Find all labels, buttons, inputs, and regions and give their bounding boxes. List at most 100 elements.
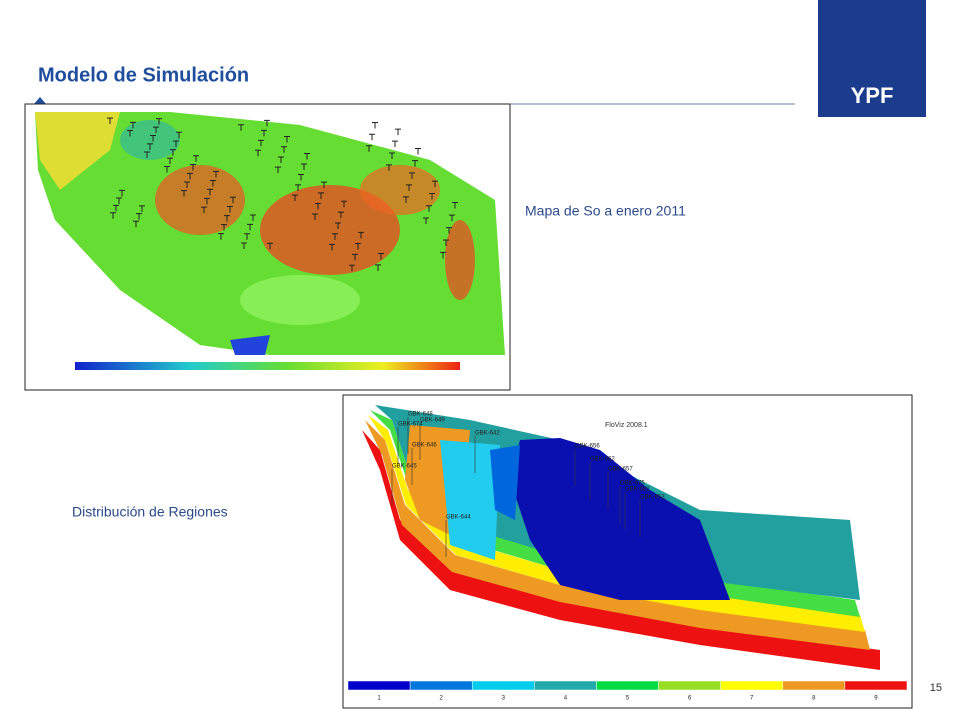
well-label: GBK-682 — [625, 487, 650, 493]
well-label: GBK-656 — [575, 444, 600, 450]
colorbar — [75, 362, 460, 370]
well-symbol — [139, 205, 145, 212]
well-symbol — [298, 173, 304, 181]
well-label: GBK-649 — [420, 418, 445, 424]
well-symbol — [181, 190, 187, 197]
legend-label: 1 — [377, 696, 381, 702]
well-symbol — [167, 157, 173, 165]
well-symbol — [378, 253, 384, 260]
well-symbol — [375, 264, 381, 271]
well-symbol — [409, 172, 415, 179]
legend-swatch — [782, 680, 846, 691]
well-symbol — [127, 129, 133, 137]
well-symbol — [150, 135, 156, 142]
well-symbol — [210, 179, 216, 187]
well-symbols — [107, 117, 458, 272]
legend-swatch — [658, 680, 721, 691]
well-symbol — [338, 211, 344, 219]
map-patch — [155, 165, 245, 235]
well-symbol — [244, 233, 250, 240]
well-symbol — [312, 213, 318, 220]
well-symbol — [187, 172, 193, 180]
figure-caption: Mapa de So a enero 2011 — [525, 203, 686, 219]
well-label: GBK-675 — [620, 481, 645, 487]
well-label: GBK-662 — [590, 457, 615, 463]
well-symbol — [176, 131, 182, 139]
well-symbol — [164, 166, 170, 173]
well-symbol — [267, 242, 273, 250]
well-symbol — [204, 197, 210, 205]
well-symbol — [116, 197, 122, 204]
legend-label: 6 — [688, 696, 692, 702]
well-label: GBK-644 — [446, 515, 471, 521]
region-layer — [490, 445, 520, 520]
well-symbol — [213, 170, 219, 178]
region-layer — [440, 440, 500, 560]
well-symbol — [452, 202, 458, 209]
title-marker — [34, 97, 46, 104]
slide-title: Modelo de Simulación — [38, 64, 249, 86]
well-symbol — [136, 213, 142, 220]
well-symbol — [432, 180, 438, 188]
region-layer — [365, 420, 870, 650]
well-symbol — [392, 140, 398, 148]
legend-label: 4 — [564, 696, 568, 702]
well-symbol — [133, 220, 139, 228]
well-label: GBK-657 — [608, 467, 633, 473]
legend-label: 8 — [812, 696, 816, 702]
figure-caption: Distribución de Regiones — [72, 504, 228, 520]
well-label: GBK-648 — [408, 412, 433, 418]
well-symbol — [130, 121, 136, 129]
well-symbol — [352, 253, 358, 261]
well-symbol — [193, 155, 199, 162]
region-layer — [362, 430, 880, 670]
legend-label: 3 — [502, 696, 506, 702]
well-symbol — [284, 135, 290, 143]
well-label: GBK-646 — [412, 443, 437, 449]
legend-swatch — [534, 680, 597, 691]
well-symbol — [250, 214, 256, 221]
well-symbol — [426, 205, 432, 212]
map-patch — [360, 165, 440, 215]
legend-swatch — [409, 680, 473, 691]
well-symbol — [113, 204, 119, 212]
so-map — [24, 103, 511, 391]
well-symbol — [230, 196, 236, 204]
legend: 1 2 3 4 5 6 7 8 9 — [347, 680, 908, 702]
well-symbol — [315, 202, 321, 210]
well-symbol — [221, 224, 227, 231]
well-symbol — [173, 140, 179, 147]
legend-swatch — [844, 680, 908, 691]
well-symbol — [355, 242, 361, 250]
watermark: FloViz 2008.1 — [605, 422, 648, 429]
well-symbol — [412, 160, 418, 167]
map-patch — [230, 335, 270, 355]
well-symbol — [329, 243, 335, 251]
well-symbol — [304, 152, 310, 160]
well-symbol — [423, 217, 429, 224]
well-symbol — [190, 164, 196, 171]
well-symbol — [275, 166, 281, 174]
well-symbol — [156, 118, 162, 125]
legend-swatch — [720, 680, 784, 691]
well-symbol — [107, 117, 113, 124]
well-symbol — [170, 149, 176, 156]
well-symbol — [258, 139, 264, 147]
well-symbol — [144, 151, 150, 159]
well-symbol — [147, 143, 153, 150]
well-symbol — [207, 188, 213, 196]
well-symbol — [341, 200, 347, 208]
well-symbol — [110, 212, 116, 219]
well-symbol — [218, 233, 224, 240]
well-symbol — [301, 163, 307, 171]
legend-label: 7 — [750, 696, 754, 702]
well-symbol — [264, 119, 270, 127]
well-symbol — [227, 205, 233, 213]
well-symbol — [369, 133, 375, 141]
well-symbol — [255, 149, 261, 157]
legend-label: 5 — [626, 696, 630, 702]
